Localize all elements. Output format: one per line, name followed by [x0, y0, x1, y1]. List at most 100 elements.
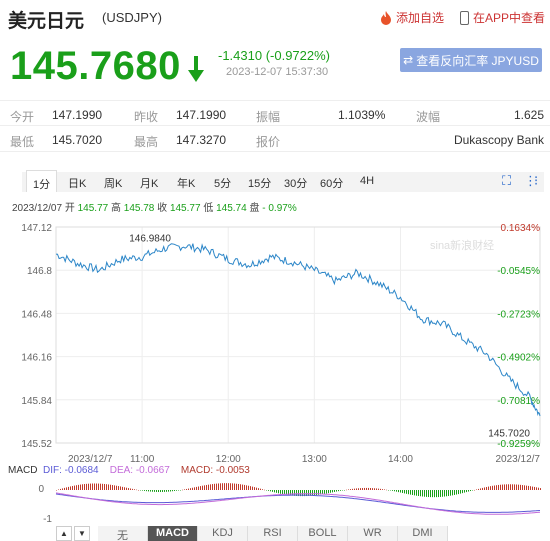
macd-bar [510, 484, 511, 490]
macd-bar [380, 488, 381, 490]
tab-dmi[interactable]: DMI [398, 526, 448, 541]
macd-bar [310, 490, 311, 496]
macd-bar [134, 489, 135, 490]
tab-none[interactable]: 无 [98, 526, 148, 541]
macd-bar [188, 488, 189, 490]
macd-bar [64, 487, 65, 490]
macd-bar [250, 486, 251, 490]
tab-60min[interactable]: 60分 [320, 178, 344, 190]
settings-icon[interactable]: ⁝ [534, 173, 539, 188]
macd-bar [396, 490, 397, 492]
macd-bar [462, 490, 463, 494]
tab-week-k[interactable]: 周K [104, 178, 123, 190]
macd-bar [476, 489, 477, 490]
reverse-rate-button[interactable]: ⇄ 查看反向汇率 JPYUSD [400, 48, 542, 72]
macd-bar [74, 485, 75, 490]
macd-bar [62, 488, 63, 490]
macd-bar [96, 483, 97, 490]
macd-bar [196, 486, 197, 490]
add-favorite-button[interactable]: 添加自选 [380, 9, 444, 26]
open-in-app-button[interactable]: 在APP中查看 [460, 9, 545, 26]
tab-year-k[interactable]: 年K [177, 178, 196, 190]
macd-bar [458, 490, 459, 495]
fullscreen-icon[interactable]: ⛶ [502, 173, 512, 188]
y-tick-label: 145.52 [21, 439, 52, 450]
macd-bar [170, 490, 171, 492]
price-change: -1.4310 (-0.9722%) [218, 48, 331, 63]
macd-bar [522, 485, 523, 490]
y-tick-label: 146.16 [21, 353, 52, 364]
macd-bar [312, 490, 313, 496]
macd-bar [150, 490, 151, 492]
price-chart[interactable]: sina新浪财经 147.12 146.8 146.48 146.16 145.84 14… [0, 215, 550, 463]
macd-bar [372, 488, 373, 490]
macd-bar [330, 490, 331, 493]
macd-bar [422, 490, 423, 497]
macd-bar [294, 490, 295, 496]
macd-bar [456, 490, 457, 495]
stat-value: 147.1990 [176, 108, 227, 122]
macd-bar [530, 486, 531, 490]
macd-bar [434, 490, 435, 498]
macd-bar [286, 490, 287, 495]
macd-bar [214, 483, 215, 490]
macd-bar [502, 484, 503, 490]
macd-bar [190, 488, 191, 490]
price-line [55, 243, 541, 417]
tab-4h[interactable]: 4H [360, 175, 375, 187]
macd-bar [338, 490, 339, 492]
tab-rsi[interactable]: RSI [248, 526, 298, 541]
tab-wr[interactable]: WR [348, 526, 398, 541]
macd-bar [430, 490, 431, 498]
macd-bar [332, 490, 333, 493]
macd-bar [106, 484, 107, 490]
macd-bar [110, 484, 111, 490]
tab-boll[interactable]: BOLL [298, 526, 348, 541]
macd-bar [248, 485, 249, 490]
tab-5min[interactable]: 5分 [214, 178, 232, 190]
tab-month-k[interactable]: 月K [140, 178, 159, 190]
tab-1min[interactable]: 1分 [26, 170, 58, 192]
macd-bar [84, 484, 85, 490]
macd-bar [316, 490, 317, 496]
stat-label: 今开 [10, 110, 35, 124]
macd-bar [304, 490, 305, 497]
macd-bar [218, 483, 219, 490]
flame-icon [381, 10, 391, 25]
macd-tick-0: 0 [38, 484, 44, 495]
next-indicator-button[interactable]: ▼ [74, 526, 90, 541]
indicator-tabs: 无 MACD KDJ RSI BOLL WR DMI [52, 526, 548, 541]
tab-day-k[interactable]: 日K [68, 178, 87, 190]
more-icon[interactable]: ⋮ [524, 173, 537, 188]
reverse-rate-label: 查看反向汇率 JPYUSD [416, 53, 539, 68]
macd-bar [324, 490, 325, 494]
macd-bar [274, 490, 275, 493]
macd-bar [536, 487, 537, 490]
tab-macd[interactable]: MACD [148, 526, 198, 541]
macd-bar [392, 490, 393, 491]
macd-bar [460, 490, 461, 494]
macd-bar [300, 490, 301, 497]
macd-bar [350, 489, 351, 490]
macd-bar [238, 483, 239, 490]
macd-info: MACD DIF: -0.0684 DEA: -0.0667 MACD: -0.… [8, 465, 250, 476]
macd-bar [270, 490, 271, 492]
macd-bar [114, 485, 115, 490]
macd-bar [92, 483, 93, 490]
tab-15min[interactable]: 15分 [248, 178, 272, 190]
macd-bar [178, 490, 179, 491]
macd-bar [326, 490, 327, 494]
macd-bar [328, 490, 329, 494]
macd-bar [432, 490, 433, 498]
macd-bar [86, 483, 87, 490]
tab-30min[interactable]: 30分 [284, 178, 308, 190]
macd-bar [486, 486, 487, 490]
macd-bar [82, 484, 83, 490]
macd-bar [166, 490, 167, 492]
macd-bar [202, 485, 203, 490]
macd-bar [194, 487, 195, 490]
macd-chart: 0 -1 [38, 483, 541, 524]
tab-kdj[interactable]: KDJ [198, 526, 248, 541]
macd-bar [90, 483, 91, 490]
macd-bar [244, 484, 245, 490]
